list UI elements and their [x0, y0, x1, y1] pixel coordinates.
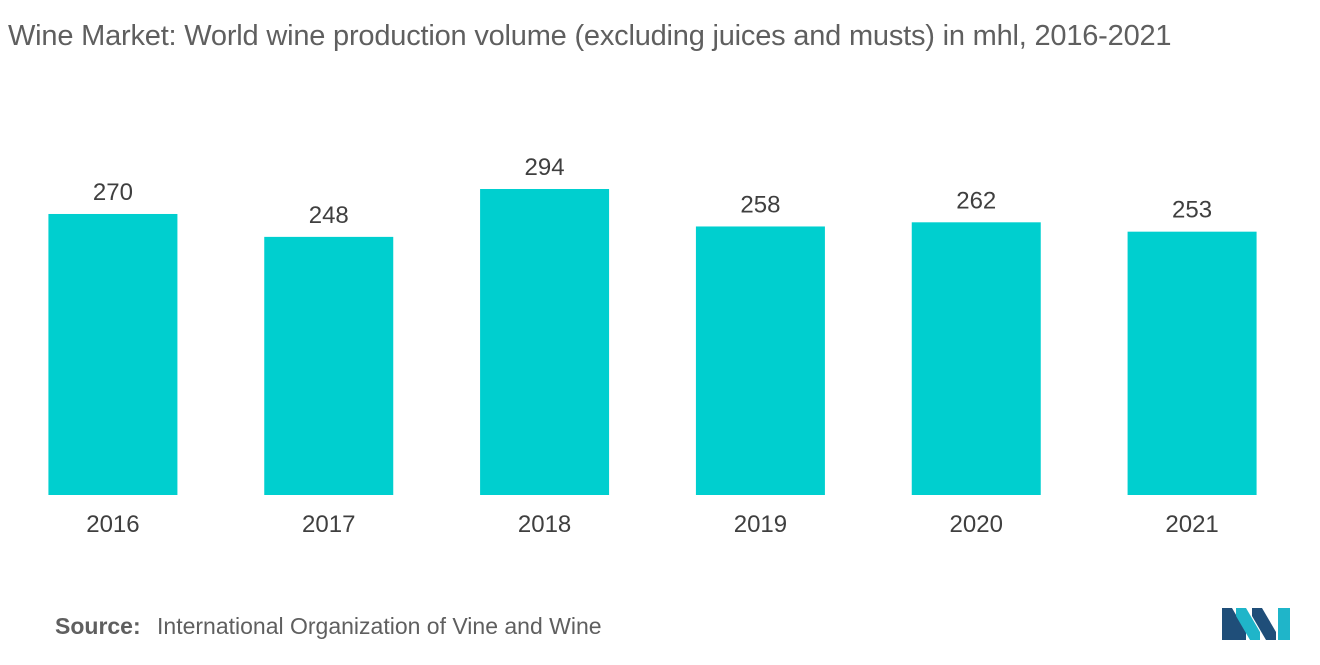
logo-stroke-3: [1252, 608, 1276, 640]
logo-stroke-2: [1236, 608, 1260, 640]
data-label-2021: 253: [1172, 197, 1212, 224]
source-label: Source:: [55, 613, 141, 639]
bar-2016: [48, 213, 178, 495]
x-tick-label-2021: 2021: [1165, 511, 1218, 538]
x-tick-label-2016: 2016: [86, 511, 139, 538]
data-label-2020: 262: [956, 187, 996, 214]
x-tick-label-2019: 2019: [734, 511, 787, 538]
data-label-2019: 258: [740, 191, 780, 218]
bar-2021: [1127, 231, 1257, 495]
bar-2017: [264, 236, 394, 495]
x-tick-label-2020: 2020: [950, 511, 1003, 538]
mordor-intelligence-logo-icon: [1222, 608, 1290, 640]
data-label-2018: 294: [525, 154, 565, 181]
bar-2019: [695, 226, 825, 495]
chart-title: Wine Market: World wine production volum…: [8, 20, 1172, 52]
source-text: International Organization of Vine and W…: [157, 613, 602, 639]
bar-2018: [480, 189, 610, 495]
x-tick-label-2018: 2018: [518, 511, 571, 538]
logo-stroke-4: [1278, 608, 1290, 640]
bar-2020: [911, 222, 1041, 495]
bar-chart: 270 2016 248 2017 294 2018 258 2019 262 2020 253 20…: [48, 154, 1257, 538]
source-note: Source: International Organization of Vi…: [55, 613, 602, 640]
data-label-2016: 270: [93, 179, 133, 206]
x-tick-label-2017: 2017: [302, 511, 355, 538]
logo-stroke-1: [1222, 608, 1246, 640]
data-label-2017: 248: [309, 202, 349, 229]
